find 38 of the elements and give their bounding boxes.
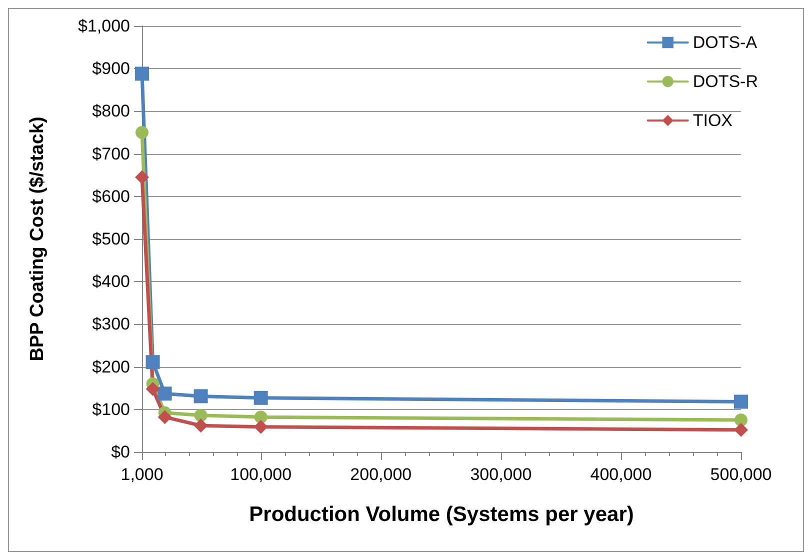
y-tick-label: $400	[92, 272, 130, 292]
point	[135, 170, 149, 184]
legend-label: DOTS-R	[692, 72, 758, 91]
point	[146, 382, 160, 396]
y-tick-label: $300	[92, 314, 130, 334]
y-tick-label: $1,000	[78, 16, 130, 36]
point	[254, 390, 268, 405]
point	[254, 410, 268, 424]
point	[254, 420, 268, 434]
y-tick-label: $800	[92, 102, 130, 121]
point	[194, 389, 208, 404]
x-tick-label: 200,000	[350, 465, 412, 484]
x-tick-label: 400,000	[590, 465, 652, 484]
legend-label: DOTS-A	[692, 33, 758, 52]
y-tick-label: $900	[92, 59, 130, 78]
y-tick-label: $200	[92, 357, 130, 376]
legend-label: TIOX	[692, 111, 733, 130]
point	[194, 418, 208, 433]
point	[158, 410, 172, 424]
y-tick-label: $500	[92, 230, 130, 248]
y-tick-label: $600	[92, 186, 130, 206]
point	[734, 422, 748, 437]
x-tick-label: 1,000	[120, 465, 164, 484]
x-tick-label: 500,000	[710, 465, 772, 484]
y-tick-label: $700	[92, 144, 130, 164]
point	[158, 386, 172, 401]
y-axis-title: BPP Coating Cost ($/stack)	[27, 116, 48, 362]
point	[194, 408, 208, 422]
x-tick-label: 300,000	[470, 465, 532, 484]
point	[136, 126, 148, 139]
point	[734, 414, 748, 427]
x-axis-title: Production Volume (Systems per year)	[249, 503, 634, 526]
point	[734, 394, 748, 409]
point	[146, 355, 160, 370]
x-tick-label: 100,000	[230, 465, 292, 484]
y-tick-label: $0	[111, 442, 130, 462]
y-tick-label: $100	[92, 400, 130, 419]
point	[135, 66, 149, 81]
